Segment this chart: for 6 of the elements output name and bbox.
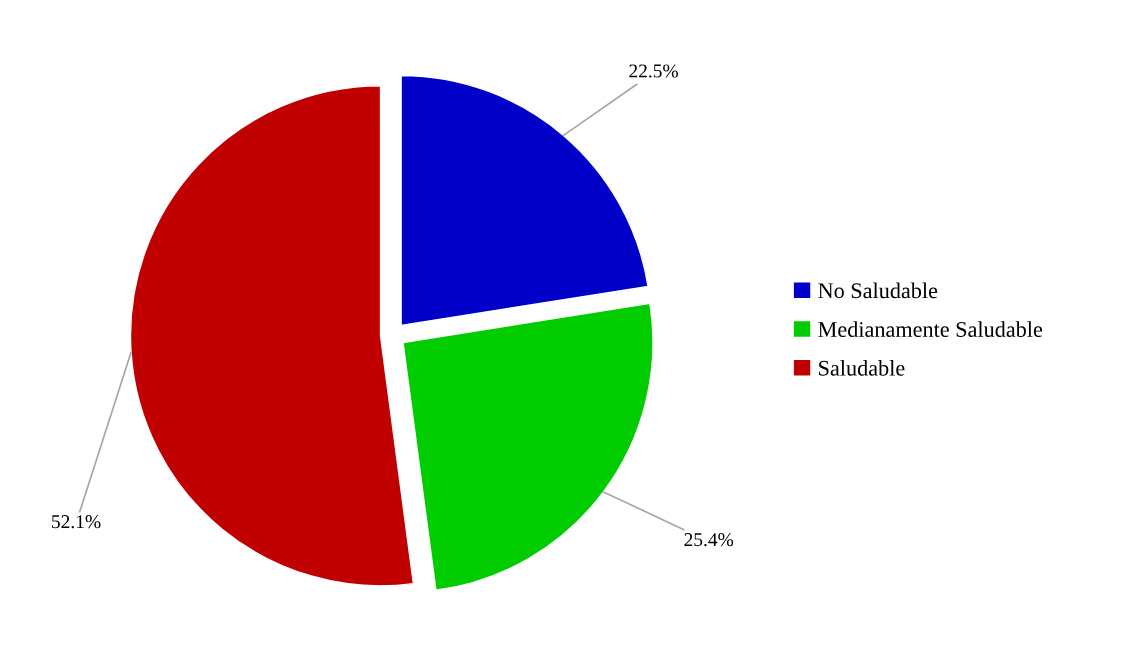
legend-label: Medianamente Saludable — [818, 321, 1043, 337]
legend-label: No Saludable — [818, 282, 938, 299]
legend-label: Saludable — [819, 360, 905, 376]
data-label: 25.4% — [684, 533, 734, 547]
data-label: 22.5% — [629, 64, 678, 78]
data-label: 52.1% — [52, 515, 101, 529]
